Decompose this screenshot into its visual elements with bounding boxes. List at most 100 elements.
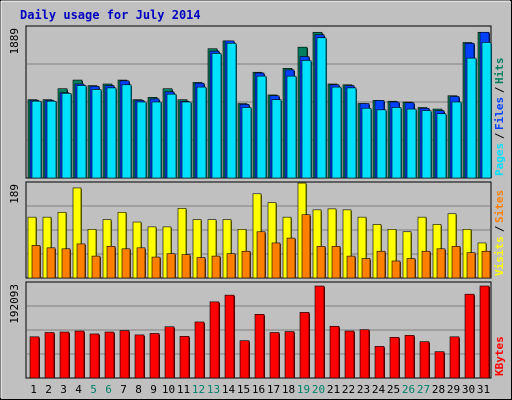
bar-kbytes-day-5 xyxy=(89,333,100,379)
bar-kbytes-day-22 xyxy=(344,330,355,379)
bar-sites-day-9 xyxy=(151,256,161,279)
bar-pages-day-26 xyxy=(406,108,417,179)
x-tick-label-day-17: 17 xyxy=(267,383,280,396)
bar-kbytes-day-1 xyxy=(29,336,40,379)
x-tick-label-day-23: 23 xyxy=(357,383,370,396)
bar-kbytes-day-10 xyxy=(164,326,175,379)
x-tick-label-day-28: 28 xyxy=(432,383,445,396)
bar-kbytes-day-7 xyxy=(119,330,130,379)
legend-separator: / xyxy=(493,132,506,139)
bar-pages-day-27 xyxy=(421,110,432,179)
x-tick-label-day-13: 13 xyxy=(207,383,220,396)
bar-kbytes-day-3 xyxy=(59,331,70,379)
bar-sites-day-29 xyxy=(451,246,461,279)
bar-kbytes-day-16 xyxy=(254,314,265,379)
bar-pages-day-20 xyxy=(316,37,327,179)
bar-sites-day-23 xyxy=(361,258,371,279)
bar-kbytes-day-29 xyxy=(449,336,460,379)
bar-sites-day-6 xyxy=(106,246,116,279)
x-tick-label-day-2: 2 xyxy=(45,383,52,396)
x-tick-label-day-8: 8 xyxy=(135,383,142,396)
bar-sites-day-19 xyxy=(301,214,311,279)
panel-kbytes-ymax-label: 192093 xyxy=(8,284,21,324)
x-tick-label-day-5: 5 xyxy=(90,383,97,396)
bar-sites-day-27 xyxy=(421,250,431,279)
x-tick-label-day-7: 7 xyxy=(120,383,127,396)
x-tick-label-day-9: 9 xyxy=(150,383,157,396)
bar-kbytes-day-18 xyxy=(284,331,295,379)
x-tick-label-day-19: 19 xyxy=(297,383,310,396)
bar-kbytes-day-24 xyxy=(374,346,385,379)
bar-sites-day-31 xyxy=(481,250,491,279)
bar-pages-day-1 xyxy=(31,100,42,179)
x-tick-label-day-10: 10 xyxy=(162,383,175,396)
bar-pages-day-6 xyxy=(106,87,117,179)
bar-kbytes-day-23 xyxy=(359,329,370,379)
bar-sites-day-5 xyxy=(91,255,101,279)
x-tick-label-day-24: 24 xyxy=(372,383,386,396)
legend-separator: / xyxy=(493,86,506,93)
x-tick-label-day-29: 29 xyxy=(447,383,460,396)
bar-pages-day-9 xyxy=(151,101,162,179)
bar-pages-day-30 xyxy=(466,57,477,179)
bar-kbytes-day-15 xyxy=(239,340,250,379)
bar-pages-day-14 xyxy=(226,42,237,179)
bar-kbytes-day-8 xyxy=(134,334,145,379)
bar-pages-day-15 xyxy=(241,107,252,179)
bar-sites-day-18 xyxy=(286,237,296,279)
bar-sites-day-24 xyxy=(376,250,386,279)
bar-sites-day-7 xyxy=(121,248,131,279)
bar-pages-day-7 xyxy=(121,84,132,179)
bar-kbytes-day-17 xyxy=(269,332,280,379)
x-tick-label-day-16: 16 xyxy=(252,383,265,396)
bar-kbytes-day-27 xyxy=(419,341,430,379)
bar-pages-day-21 xyxy=(331,86,342,179)
bar-sites-day-1 xyxy=(31,245,41,279)
panel-hits-files-pages-ymax-label: 1889 xyxy=(8,28,21,55)
bar-sites-day-2 xyxy=(46,247,56,279)
bar-pages-day-19 xyxy=(301,60,312,179)
bar-pages-day-18 xyxy=(286,75,297,179)
bar-sites-day-3 xyxy=(61,248,71,279)
bar-kbytes-day-6 xyxy=(104,331,115,379)
x-tick-label-day-25: 25 xyxy=(387,383,400,396)
bar-kbytes-day-28 xyxy=(434,351,445,379)
bar-kbytes-day-25 xyxy=(389,336,400,379)
bar-kbytes-day-30 xyxy=(464,293,475,379)
bar-sites-day-28 xyxy=(436,248,446,279)
bar-kbytes-day-4 xyxy=(74,330,85,379)
legend-kbytes: KBytes xyxy=(493,336,506,376)
bar-kbytes-day-19 xyxy=(299,312,310,379)
bar-sites-day-10 xyxy=(166,253,176,279)
bar-pages-day-12 xyxy=(196,86,207,179)
bar-pages-day-28 xyxy=(436,113,447,179)
x-tick-label-day-14: 14 xyxy=(222,383,236,396)
bar-sites-day-8 xyxy=(136,247,146,279)
bar-kbytes-day-13 xyxy=(209,301,220,379)
bar-pages-day-2 xyxy=(46,100,57,179)
bar-kbytes-day-11 xyxy=(179,336,190,379)
bar-sites-day-13 xyxy=(211,255,221,279)
bar-pages-day-29 xyxy=(451,101,462,179)
x-tick-label-day-15: 15 xyxy=(237,383,250,396)
bar-kbytes-day-12 xyxy=(194,321,205,379)
bar-pages-day-5 xyxy=(91,89,102,179)
x-tick-label-day-18: 18 xyxy=(282,383,295,396)
bar-pages-day-8 xyxy=(136,101,147,179)
x-tick-label-day-30: 30 xyxy=(462,383,475,396)
x-tick-label-day-22: 22 xyxy=(342,383,355,396)
bar-kbytes-day-9 xyxy=(149,333,160,379)
legend-sites: Sites xyxy=(493,190,506,223)
x-tick-label-day-11: 11 xyxy=(177,383,190,396)
legend-files: Files xyxy=(493,97,506,130)
bar-pages-day-3 xyxy=(61,93,72,179)
bar-sites-day-20 xyxy=(316,246,326,279)
bar-kbytes-day-26 xyxy=(404,335,415,379)
bar-sites-day-14 xyxy=(226,253,236,279)
legend-pages: Pages xyxy=(493,143,506,176)
x-tick-label-day-20: 20 xyxy=(312,383,325,396)
bar-sites-day-25 xyxy=(391,260,401,279)
bar-kbytes-day-31 xyxy=(479,285,490,379)
